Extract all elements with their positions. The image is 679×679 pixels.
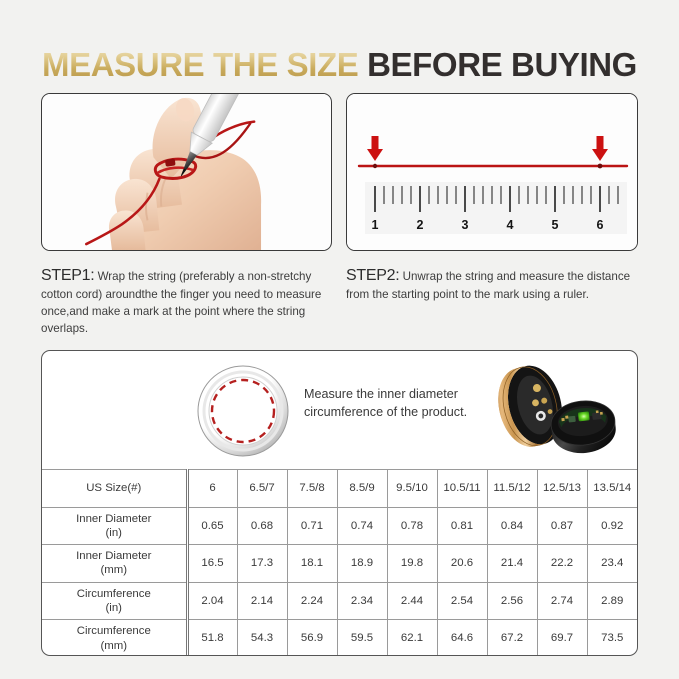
data-cell: 0.92 <box>586 506 637 545</box>
page-title: MEASURE THE SIZE BEFORE BUYING <box>0 46 679 84</box>
data-cell: 18.9 <box>336 544 388 583</box>
measure-instruction-line1: Measure the inner diameter <box>304 387 459 401</box>
data-cell: 51.8 <box>186 619 238 655</box>
data-cell: 2.89 <box>586 581 637 620</box>
row-label-line2: (mm) <box>100 564 128 577</box>
data-cell: 21.4 <box>486 544 538 583</box>
data-cell: 67.2 <box>486 619 538 655</box>
data-cell: 17.3 <box>236 544 288 583</box>
data-cell: 2.56 <box>486 581 538 620</box>
ruler-tick-4: 4 <box>507 218 514 232</box>
data-cell: 73.5 <box>586 619 637 655</box>
data-cell: 62.1 <box>386 619 438 655</box>
data-cell: 10.5/11 <box>436 469 488 508</box>
row-header-cell: Inner Diameter (in) <box>42 506 189 545</box>
data-cell: 0.71 <box>286 506 338 545</box>
ruler-with-red-string-illustration: 1 2 3 4 5 6 <box>347 94 637 250</box>
ruler-start-arrow <box>367 136 383 161</box>
row-label-line2: (in) <box>105 526 122 539</box>
step1-label: STEP1: <box>41 267 95 284</box>
data-cell: 2.34 <box>336 581 388 620</box>
row-label-line1: US Size(#) <box>86 482 142 495</box>
data-cell: 6 <box>186 469 238 508</box>
data-cell: 20.6 <box>436 544 488 583</box>
data-cell: 2.74 <box>536 581 588 620</box>
ruler-tick-5: 5 <box>552 218 559 232</box>
row-label-line1: Circumference <box>76 625 151 638</box>
data-cell: 2.44 <box>386 581 438 620</box>
measure-instruction-line2: circumference of the product. <box>304 404 468 419</box>
size-chart-card: Measure the inner diameter circumference… <box>41 350 638 656</box>
row-header-cell: Inner Diameter (mm) <box>42 544 189 583</box>
row-label-line2: (in) <box>105 601 122 614</box>
page-title-dark: BEFORE BUYING <box>358 46 637 83</box>
row-label-line2: (mm) <box>100 639 128 652</box>
data-cell: 0.87 <box>536 506 588 545</box>
data-cell: 8.5/9 <box>336 469 388 508</box>
data-cell: 64.6 <box>436 619 488 655</box>
row-label-line1: Circumference <box>76 587 151 600</box>
ruler-tick-1: 1 <box>372 218 379 232</box>
data-cell: 59.5 <box>336 619 388 655</box>
step1-image-panel <box>41 93 332 251</box>
step2-caption: STEP2: Unwrap the string and measure the… <box>346 264 638 304</box>
table-row: Circumference (mm) 51.8 54.3 56.9 59.5 6… <box>42 619 637 655</box>
data-cell: 18.1 <box>286 544 338 583</box>
data-cell: 23.4 <box>586 544 637 583</box>
data-cell: 0.84 <box>486 506 538 545</box>
data-cell: 12.5/13 <box>536 469 588 508</box>
data-cell: 9.5/10 <box>386 469 438 508</box>
table-row: Circumference (in) 2.04 2.14 2.24 2.34 2… <box>42 581 637 620</box>
ring-inner-diameter-diagram <box>197 365 289 457</box>
row-label-line1: Inner Diameter <box>76 512 152 525</box>
data-cell: 2.04 <box>186 581 238 620</box>
table-row: Inner Diameter (mm) 16.5 17.3 18.1 18.9 … <box>42 544 637 583</box>
data-cell: 54.3 <box>236 619 288 655</box>
step2-text: Unwrap the string and measure the distan… <box>346 270 631 302</box>
hand-with-string-and-pen-illustration <box>42 94 331 250</box>
table-row: US Size(#) 6 6.5/7 7.5/8 8.5/9 9.5/10 10… <box>42 469 637 508</box>
data-cell: 11.5/12 <box>486 469 538 508</box>
data-cell: 7.5/8 <box>286 469 338 508</box>
data-cell: 69.7 <box>536 619 588 655</box>
ruler-end-arrow <box>592 136 608 161</box>
data-cell: 13.5/14 <box>586 469 637 508</box>
smart-ring-pair-gold-black <box>498 365 616 454</box>
table-row: Inner Diameter (in) 0.65 0.68 0.71 0.74 … <box>42 506 637 545</box>
data-cell: 6.5/7 <box>236 469 288 508</box>
data-cell: 2.54 <box>436 581 488 620</box>
step2-label: STEP2: <box>346 267 400 284</box>
data-cell: 0.74 <box>336 506 388 545</box>
data-cell: 22.2 <box>536 544 588 583</box>
data-cell: 2.24 <box>286 581 338 620</box>
row-header-cell: Circumference (in) <box>42 581 189 620</box>
row-header-cell: US Size(#) <box>42 469 189 508</box>
ruler-tick-3: 3 <box>462 218 469 232</box>
page-title-gold: MEASURE THE SIZE <box>42 46 359 83</box>
data-cell: 19.8 <box>386 544 438 583</box>
measure-instruction-text: Measure the inner diameter circumference… <box>304 386 467 422</box>
row-header-cell: Circumference (mm) <box>42 619 189 655</box>
row-label-line1: Inner Diameter <box>76 550 152 562</box>
step1-caption: STEP1: Wrap the string (preferably a non… <box>41 264 333 338</box>
card-illustration-strip: Measure the inner diameter circumference… <box>42 351 637 469</box>
data-cell: 16.5 <box>186 544 238 583</box>
data-cell: 56.9 <box>286 619 338 655</box>
data-cell: 0.65 <box>186 506 238 545</box>
data-cell: 2.14 <box>236 581 288 620</box>
ruler-tick-6: 6 <box>597 218 604 232</box>
ring-size-table: US Size(#) 6 6.5/7 7.5/8 8.5/9 9.5/10 10… <box>42 469 637 655</box>
step1-text: Wrap the string (preferably a non-stretc… <box>41 270 322 336</box>
data-cell: 0.81 <box>436 506 488 545</box>
data-cell: 0.78 <box>386 506 438 545</box>
data-cell: 0.68 <box>236 506 288 545</box>
ruler-tick-2: 2 <box>417 218 424 232</box>
step2-image-panel: 1 2 3 4 5 6 <box>346 93 638 251</box>
